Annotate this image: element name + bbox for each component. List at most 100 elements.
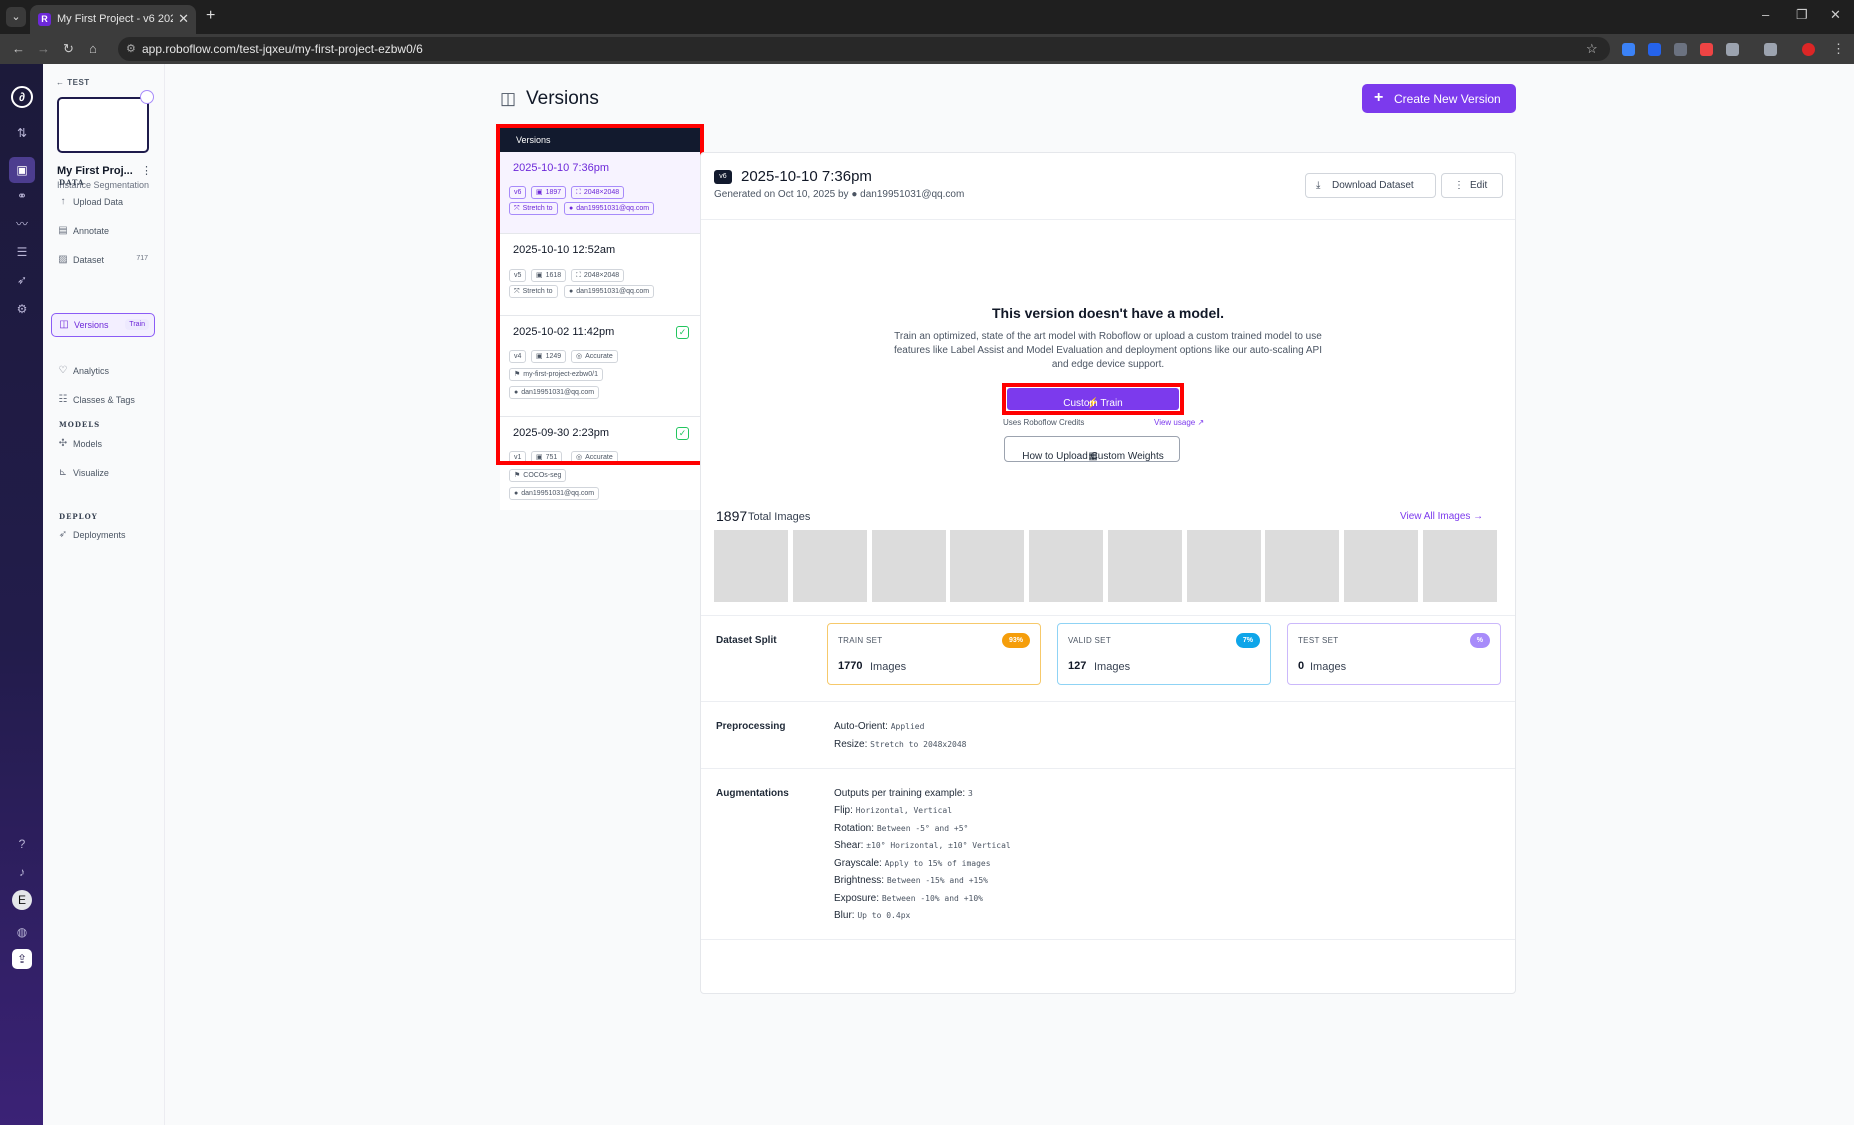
url-field[interactable]: ⚙ app.roboflow.com/test-jqxeu/my-first-p… (118, 37, 1610, 61)
version-card-v1[interactable]: 2025-09-30 2:23pm ✓ v1 ▣ 751 ◎ Accurate ⚑ C… (500, 417, 700, 510)
user-chip: ● dan19951031@qq.com (509, 386, 600, 399)
dataset-icon: ▨ (58, 254, 68, 265)
sidebar-item-deployments[interactable]: ➶ Deployments (58, 529, 126, 540)
user-avatar[interactable]: E (12, 890, 32, 910)
image-count-chip: ▣ 1249 (531, 350, 567, 363)
book-icon: ▦ (1088, 451, 1098, 462)
valid-set-card[interactable]: VALID SET 7% 127 Images (1057, 623, 1271, 685)
version-card-v5[interactable]: 2025-10-10 12:52am v5 ▣ 1618 ⛶ 2048×2048 ⤧… (500, 234, 700, 316)
view-usage-link[interactable]: View usage ↗ (1154, 418, 1205, 427)
roboflow-logo-icon[interactable]: ∂ (11, 86, 33, 108)
extension-translate-icon[interactable] (1622, 43, 1635, 56)
train-set-card[interactable]: TRAIN SET 93% 1770 Images (827, 623, 1041, 685)
upgrade-icon[interactable]: ⇪ (12, 949, 32, 969)
settings-icon[interactable]: ⚙ (16, 302, 28, 316)
restore-icon[interactable]: ❐ (1796, 7, 1808, 22)
extension-capture-icon[interactable] (1674, 43, 1687, 56)
stretch-icon: ⤧ (514, 288, 520, 295)
flag-icon: ⚑ (514, 472, 521, 479)
preprocessing-label: Preprocessing (716, 721, 786, 732)
image-thumbnail[interactable] (1029, 530, 1103, 602)
view-all-images-link[interactable]: View All Images → (1400, 511, 1484, 522)
extension-pdf-icon[interactable] (1700, 43, 1713, 56)
link-icon[interactable] (1764, 43, 1777, 56)
workspace-icon[interactable]: ◍ (16, 925, 28, 939)
notifications-bell-icon[interactable]: ♪ (19, 865, 25, 879)
version-card-v4[interactable]: 2025-10-02 11:42pm ✓ v4 ▣ 1249 ◎ Accurate … (500, 316, 700, 417)
user-icon: ● (851, 189, 858, 200)
extensions-puzzle-icon[interactable] (1726, 43, 1739, 56)
projects-icon[interactable]: ▣ (9, 157, 35, 183)
back-arrow-icon[interactable]: ← (12, 41, 25, 56)
extension-download-icon[interactable] (1648, 43, 1661, 56)
profile-avatar-icon[interactable] (1802, 43, 1815, 56)
sidebar-item-dataset[interactable]: ▨ Dataset 717 (58, 254, 148, 265)
image-thumbnail[interactable] (1187, 530, 1261, 602)
bookmark-star-icon[interactable]: ☆ (1586, 41, 1598, 56)
window-close-icon[interactable]: ✕ (1830, 7, 1841, 22)
upload-icon: ↑ (60, 196, 66, 207)
minimize-icon[interactable]: – (1762, 7, 1770, 22)
augmentation-item: Grayscale: Apply to 15% of images (834, 858, 991, 869)
browser-tab[interactable]: R My First Project - v6 2025-10 ✕ (30, 5, 196, 34)
project-sidebar: ← TEST My First Proj... ⋮ Instance Segme… (43, 64, 165, 1125)
page-title: Versions (526, 88, 599, 109)
image-thumbnail[interactable] (1108, 530, 1182, 602)
new-tab-icon[interactable]: + (206, 7, 216, 24)
image-thumbnail[interactable] (714, 530, 788, 602)
sidebar-item-versions[interactable]: ◫ Versions Train (51, 313, 155, 337)
sidebar-item-visualize[interactable]: ⊾ Visualize (58, 467, 109, 478)
back-to-workspace-link[interactable]: ← TEST (56, 78, 90, 87)
project-more-icon[interactable]: ⋮ (141, 165, 152, 177)
workflows-icon[interactable]: ⚭ (16, 189, 28, 203)
sidebar-item-analytics[interactable]: ♡ Analytics (58, 365, 110, 376)
test-set-card[interactable]: TEST SET % 0 Images (1287, 623, 1501, 685)
icon-rail: ∂ ⇅ ▣ ⚭ 〰 ☰ ➶ ⚙ ? ♪ E ◍ ⇪ (0, 64, 43, 1125)
total-images-count: 1897 (716, 508, 748, 524)
tab-list-chevron-icon[interactable]: ⌄ (6, 7, 26, 27)
help-icon[interactable]: ? (18, 837, 26, 851)
download-dataset-button[interactable]: ⤓ Download Dataset (1305, 173, 1436, 198)
image-thumbnail[interactable] (1423, 530, 1497, 602)
image-icon: ▣ (536, 189, 543, 196)
browser-menu-icon[interactable]: ⋮ (1832, 41, 1845, 56)
download-icon: ⤓ (1316, 180, 1321, 191)
lightning-icon: ⚡ (1086, 398, 1100, 409)
sidebar-item-upload-data[interactable]: ↑ Upload Data (51, 191, 155, 215)
sidebar-item-models[interactable]: ✣ Models (58, 438, 103, 449)
home-icon[interactable]: ⌂ (89, 41, 97, 56)
site-info-icon[interactable]: ⚙ (126, 43, 136, 55)
edit-button[interactable]: ⋮ Edit (1441, 173, 1503, 198)
forward-arrow-icon[interactable]: → (37, 41, 50, 56)
workspace-name: TEST (67, 78, 90, 87)
reload-icon[interactable]: ↻ (63, 41, 74, 56)
augmentation-item: Blur: Up to 0.4px (834, 910, 911, 921)
user-icon: ● (514, 389, 519, 396)
versions-list-header: Versions (500, 128, 700, 152)
version-card-v6[interactable]: 2025-10-10 7:36pm v6 ▣ 1897 ⛶ 2048×2048 ⤧ S… (500, 152, 700, 234)
browser-address-bar: ← → ↻ ⌂ ⚙ app.roboflow.com/test-jqxeu/my… (0, 34, 1854, 64)
image-thumbnail[interactable] (872, 530, 946, 602)
upload-custom-weights-button[interactable]: ▦ How to Upload Custom Weights (1004, 436, 1180, 462)
create-new-version-button[interactable]: + Create New Version (1362, 84, 1516, 113)
transfer-icon[interactable]: ⇅ (16, 126, 28, 140)
monitoring-icon[interactable]: 〰 (15, 217, 28, 231)
sidebar-item-annotate[interactable]: ▤ Annotate (58, 225, 110, 236)
versions-page-icon: ◫ (500, 89, 517, 108)
image-thumbnail[interactable] (1344, 530, 1418, 602)
image-icon: ▣ (536, 454, 543, 461)
test-pct-badge: % (1469, 633, 1490, 648)
image-thumbnail[interactable] (1265, 530, 1339, 602)
resize-chip: ⤧ Stretch to (509, 285, 558, 298)
augmentation-item: Flip: Horizontal, Vertical (834, 805, 953, 816)
image-thumbnail[interactable] (793, 530, 867, 602)
tab-close-icon[interactable]: ✕ (178, 11, 189, 26)
sidebar-item-classes-tags[interactable]: ☷ Classes & Tags (58, 394, 135, 405)
source-chip: ⚑ COCOs-seg (509, 469, 567, 482)
thumbnail-edit-icon[interactable] (140, 90, 154, 104)
storage-icon[interactable]: ☰ (16, 245, 28, 259)
image-thumbnail[interactable] (950, 530, 1024, 602)
custom-train-button[interactable]: ⚡ Custom Train (1007, 388, 1179, 410)
project-thumbnail[interactable] (57, 97, 149, 153)
deploy-rail-icon[interactable]: ➶ (16, 273, 28, 287)
